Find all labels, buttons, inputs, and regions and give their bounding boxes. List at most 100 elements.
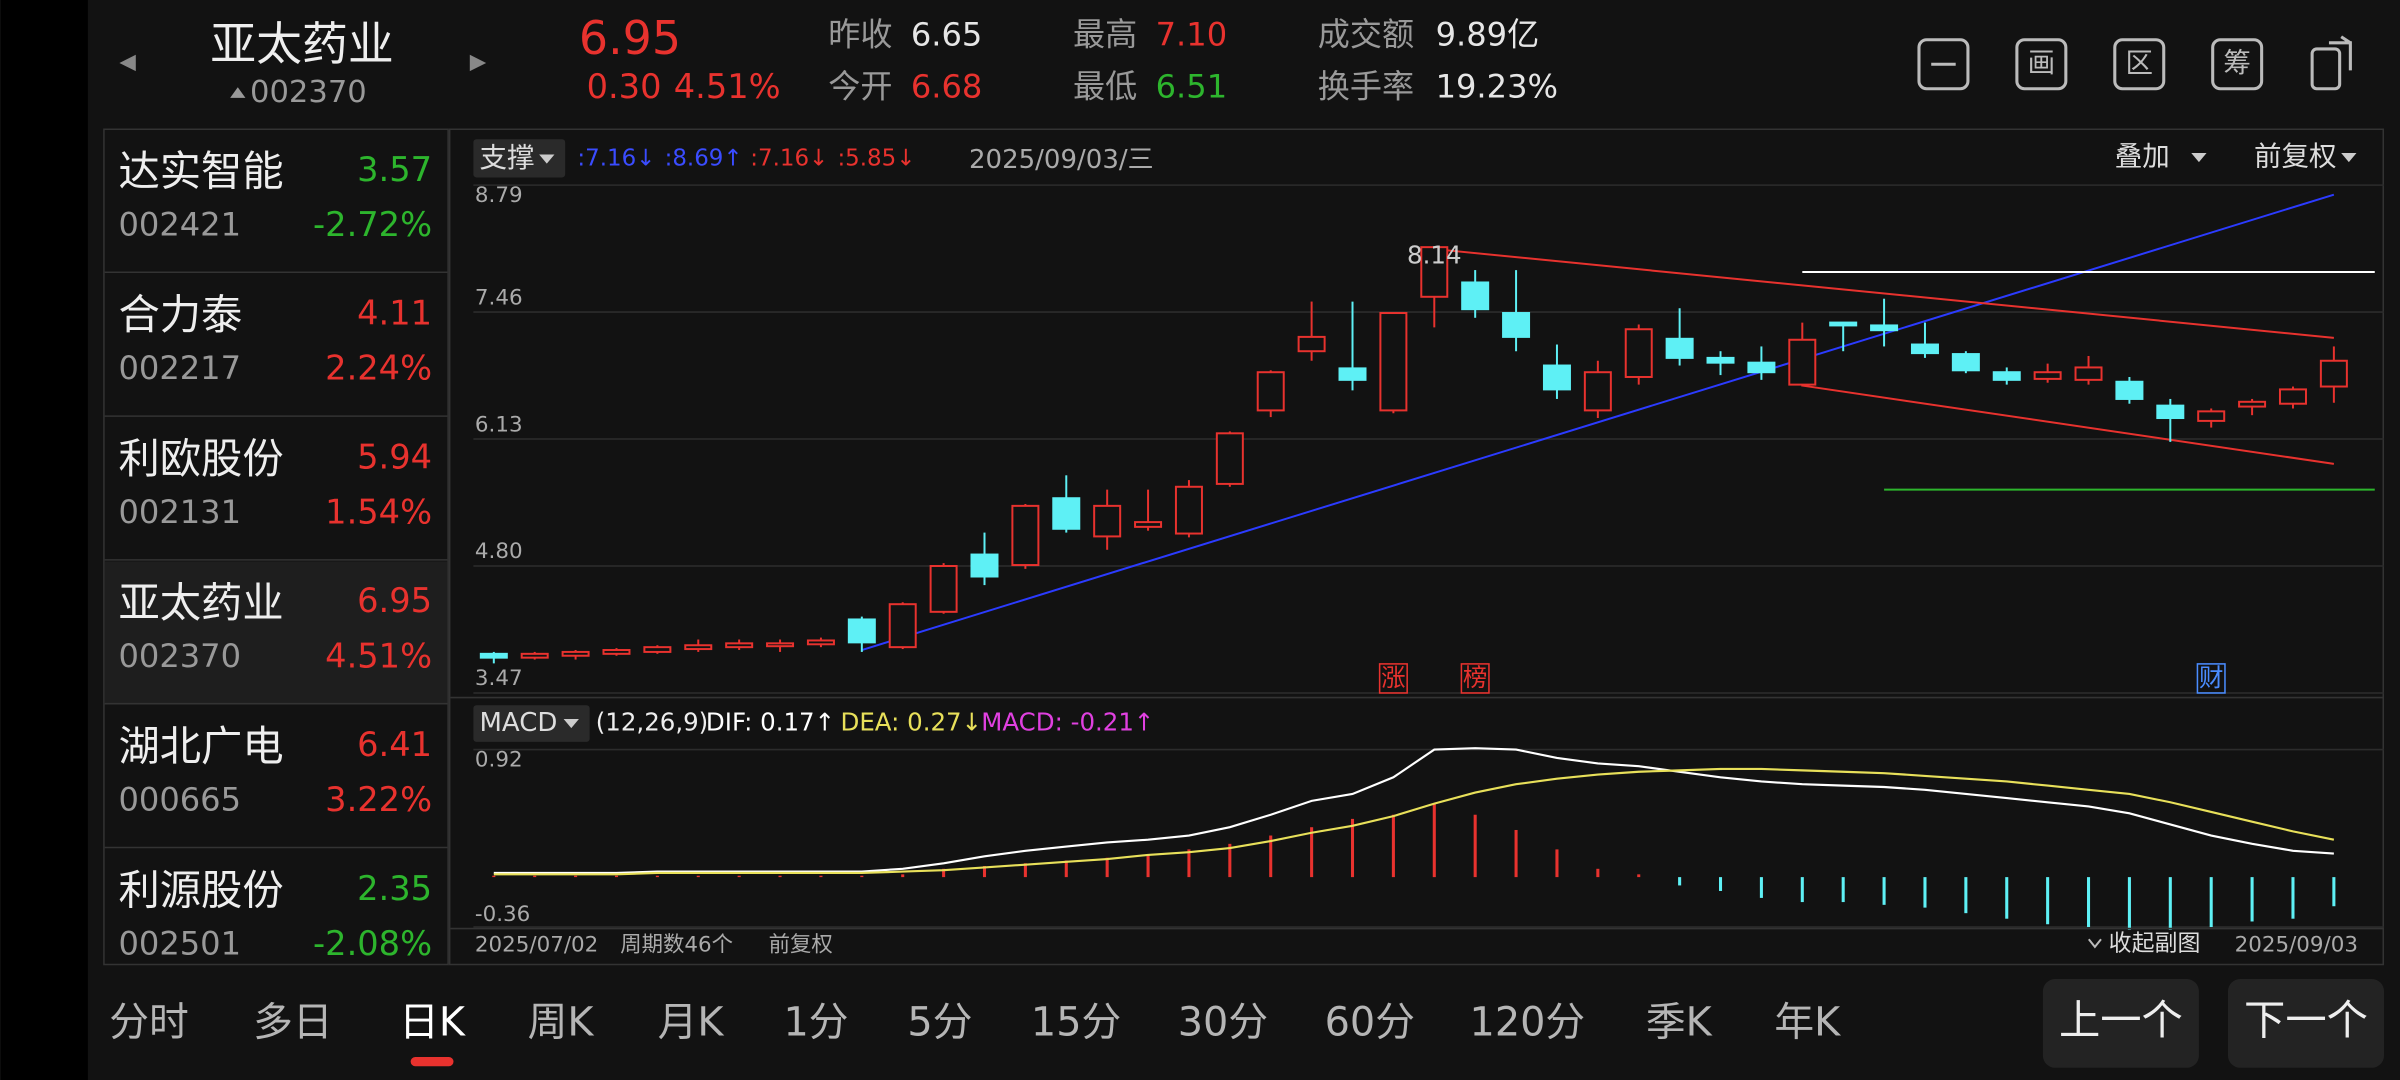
nav-button-label[interactable]: 下一个 (2244, 996, 2368, 1044)
candle-body (929, 565, 958, 613)
event-marker[interactable]: 财 (2199, 663, 2223, 692)
stock-code: 000665 (118, 781, 241, 819)
change: 0.30 (587, 67, 662, 106)
start-date: 2025/07/02 (475, 932, 598, 957)
stock-change: 1.54% (325, 492, 432, 531)
dropdown-arrow (539, 154, 555, 164)
support-level: :8.69↑ (665, 146, 743, 172)
collapse-button[interactable]: 收起副图 (2109, 930, 2201, 956)
nav-button[interactable] (2042, 979, 2199, 1068)
period-tab[interactable]: 120分 (1470, 999, 1586, 1045)
candle-body (1420, 246, 1449, 298)
stat-value: 6.51 (1156, 68, 1227, 106)
event-marker-box (2196, 663, 2226, 694)
left-edge (0, 0, 88, 1080)
toolbar-icon[interactable] (1917, 38, 1970, 91)
stock-code: 002501 (118, 924, 241, 962)
toolbar-icon-label: 区 (2125, 47, 2153, 79)
stat-value: 19.23% (1436, 68, 1558, 106)
stock-code: 002421 (118, 205, 241, 243)
stock-price: 6.95 (357, 581, 432, 620)
support-button[interactable] (473, 139, 566, 178)
stock-change: 4.51% (325, 636, 432, 675)
toolbar-icon[interactable] (2113, 38, 2166, 91)
stock-price: 5.94 (357, 437, 432, 476)
tab-underline (410, 1057, 454, 1067)
switch-icon-arrow (2328, 35, 2352, 71)
period-tab[interactable]: 月K (658, 999, 725, 1045)
candle-body (1052, 497, 1081, 530)
stock-price: 4.11 (357, 294, 432, 333)
candle-body (2033, 371, 2062, 380)
y-tick-label: 0.92 (475, 747, 523, 772)
stock-name[interactable]: 亚太药业 (118, 579, 283, 627)
event-marker-box (1460, 663, 1490, 694)
toolbar-icon[interactable] (2015, 38, 2068, 91)
watchlist-frame (103, 128, 449, 966)
candle-body (2278, 388, 2307, 405)
candle-body (806, 639, 835, 646)
period-tab[interactable]: 15分 (1031, 999, 1121, 1045)
stock-code: 002217 (118, 349, 241, 387)
toolbar-icon[interactable] (2211, 38, 2264, 91)
period-tab[interactable]: 多日 (253, 999, 333, 1045)
candle-body (1502, 312, 1531, 338)
trend-line (1434, 248, 2334, 339)
stock-code: 002370 (250, 75, 367, 110)
candle-body (1829, 321, 1858, 327)
period-tab[interactable]: 60分 (1325, 999, 1415, 1045)
prev-arrow[interactable]: ◀ (119, 50, 136, 75)
event-marker[interactable]: 涨 (1381, 663, 1405, 692)
nav-button[interactable] (2227, 979, 2385, 1068)
candle-body (1011, 504, 1040, 567)
candle-body (1583, 371, 1612, 412)
candle-body (1992, 371, 2021, 381)
support-button-label[interactable]: 支撑 (479, 142, 534, 174)
stock-name[interactable]: 达实智能 (118, 147, 283, 195)
stat-value: 7.10 (1156, 16, 1227, 54)
trend-line (1802, 384, 2335, 465)
period-count: 周期数46个 (620, 932, 733, 957)
period-tab[interactable]: 周K (528, 999, 595, 1045)
indicator-value: DEA: 0.27↓ (841, 708, 983, 737)
stat-label: 昨收 (828, 16, 892, 54)
candle-body (479, 652, 508, 659)
stock-name[interactable]: 合力泰 (118, 291, 242, 339)
stock-code: 002131 (118, 493, 241, 531)
stat-label: 今开 (828, 68, 892, 106)
switch-icon[interactable] (2310, 47, 2342, 91)
candle-body (1665, 337, 1694, 359)
period-tab[interactable]: 30分 (1178, 999, 1268, 1045)
period-tab[interactable]: 5分 (907, 999, 972, 1045)
y-tick-label: 3.47 (475, 666, 523, 691)
candle-body (1624, 328, 1653, 378)
stock-name[interactable]: 利源股份 (118, 866, 283, 914)
period-tab[interactable]: 1分 (783, 999, 848, 1045)
candle-body (2197, 410, 2226, 422)
toolbar-icon-label: 筹 (2223, 47, 2251, 79)
candle-body (1134, 521, 1163, 528)
candle-body (725, 642, 754, 649)
dropdown-arrow (2341, 152, 2357, 163)
candle-body (1093, 504, 1122, 538)
event-marker[interactable]: 榜 (1463, 663, 1487, 692)
period-tab[interactable]: 季K (1646, 999, 1713, 1045)
stock-name[interactable]: 湖北广电 (118, 723, 283, 771)
overlay-button[interactable]: 叠加 (2115, 141, 2170, 173)
indicator-button[interactable] (473, 705, 590, 742)
stock-name[interactable]: 利欧股份 (118, 435, 283, 483)
indicator-value: DIF: 0.17↑ (706, 708, 835, 737)
candle-body (1706, 356, 1735, 364)
candle-body (1297, 335, 1326, 353)
period-tab[interactable]: 分时 (109, 999, 189, 1045)
adjust-button[interactable]: 前复权 (2254, 141, 2337, 173)
period-tab[interactable]: 日K (399, 999, 466, 1045)
indicator-name[interactable]: MACD (479, 708, 557, 738)
stat-label: 最低 (1073, 68, 1137, 106)
next-arrow[interactable]: ▶ (470, 50, 487, 75)
nav-button-label[interactable]: 上一个 (2059, 996, 2183, 1044)
period-tab[interactable]: 年K (1774, 999, 1841, 1045)
collapse-chevron (2088, 938, 2102, 949)
stat-label: 最高 (1073, 16, 1137, 54)
